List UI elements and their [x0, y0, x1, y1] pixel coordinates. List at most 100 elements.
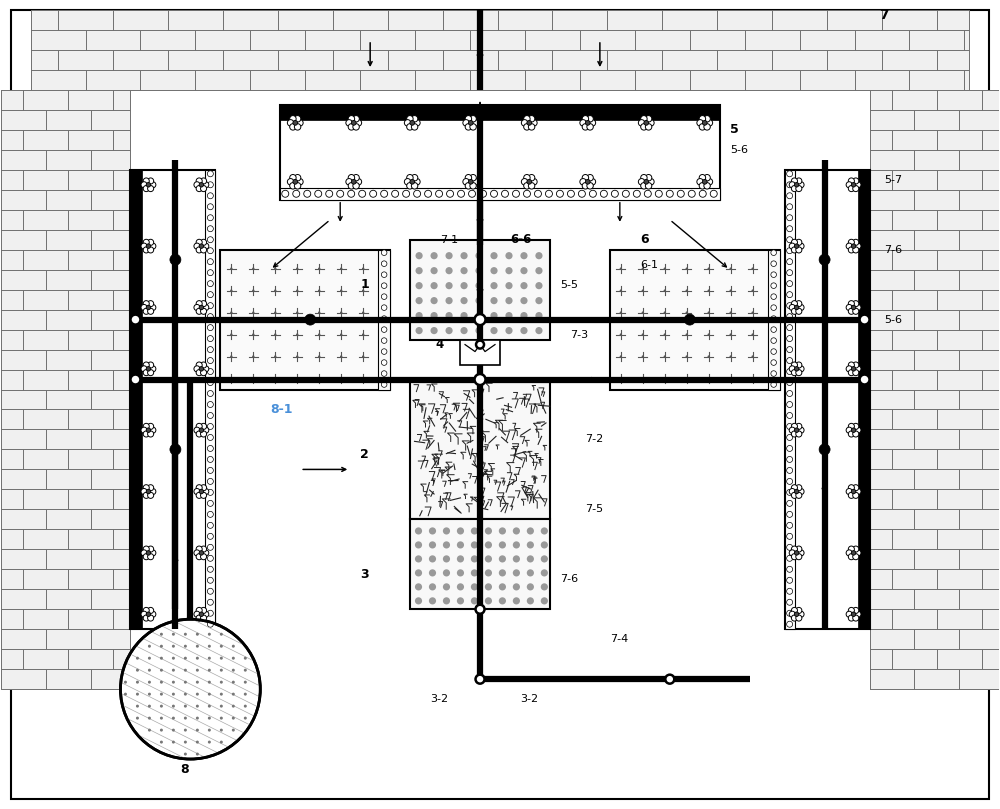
Bar — [1, 570, 23, 589]
Bar — [68, 370, 113, 389]
Bar — [870, 450, 892, 469]
Circle shape — [699, 175, 706, 181]
Bar — [525, 30, 580, 50]
Circle shape — [475, 374, 486, 385]
Bar — [46, 430, 91, 450]
Circle shape — [664, 333, 666, 336]
Circle shape — [172, 729, 175, 731]
Circle shape — [848, 370, 854, 375]
Circle shape — [143, 239, 149, 245]
Circle shape — [644, 190, 651, 197]
Circle shape — [220, 669, 223, 671]
Circle shape — [853, 178, 859, 184]
Circle shape — [146, 489, 151, 493]
Bar — [1, 370, 23, 389]
Circle shape — [230, 311, 233, 314]
Circle shape — [463, 120, 469, 126]
Circle shape — [148, 423, 154, 430]
Circle shape — [787, 610, 793, 616]
Circle shape — [528, 116, 535, 122]
Circle shape — [381, 382, 387, 388]
Circle shape — [796, 431, 802, 437]
Circle shape — [853, 546, 859, 552]
Circle shape — [416, 282, 423, 290]
Circle shape — [318, 377, 320, 379]
Bar — [280, 188, 720, 200]
Circle shape — [184, 669, 187, 671]
Circle shape — [791, 608, 797, 613]
Circle shape — [789, 612, 795, 617]
Circle shape — [600, 190, 607, 197]
Bar — [772, 50, 827, 70]
Circle shape — [348, 124, 355, 130]
Circle shape — [196, 178, 202, 184]
Circle shape — [846, 182, 852, 188]
Circle shape — [436, 190, 443, 197]
Bar — [23, 329, 68, 349]
Circle shape — [290, 183, 296, 189]
Circle shape — [505, 252, 513, 259]
Circle shape — [143, 178, 149, 184]
Circle shape — [297, 179, 303, 185]
Circle shape — [143, 493, 149, 498]
Bar — [690, 30, 745, 50]
Circle shape — [648, 179, 654, 185]
Circle shape — [232, 680, 235, 684]
Circle shape — [702, 121, 707, 125]
Bar — [982, 450, 999, 469]
Bar — [86, 30, 140, 50]
Bar — [552, 10, 607, 30]
Circle shape — [196, 752, 199, 756]
Circle shape — [416, 327, 423, 334]
Circle shape — [208, 693, 211, 696]
Circle shape — [201, 423, 207, 430]
Circle shape — [230, 377, 233, 379]
Circle shape — [148, 308, 154, 315]
Bar — [278, 10, 333, 30]
Circle shape — [791, 493, 797, 498]
Circle shape — [404, 179, 411, 185]
Bar — [46, 669, 91, 689]
Bar — [31, 30, 86, 50]
Circle shape — [499, 527, 506, 535]
Bar — [1, 150, 46, 170]
Bar — [113, 450, 130, 469]
Circle shape — [207, 610, 213, 616]
Bar — [250, 70, 305, 90]
Circle shape — [201, 239, 207, 245]
Circle shape — [787, 566, 793, 572]
Circle shape — [252, 333, 255, 336]
Bar — [892, 649, 937, 669]
Circle shape — [465, 116, 472, 122]
Circle shape — [471, 597, 478, 604]
Bar — [68, 90, 113, 110]
Circle shape — [274, 355, 276, 358]
Circle shape — [853, 370, 859, 375]
Circle shape — [846, 366, 852, 372]
Bar — [113, 90, 130, 110]
Circle shape — [208, 717, 211, 720]
Circle shape — [798, 304, 804, 311]
Circle shape — [787, 489, 793, 495]
Circle shape — [534, 190, 541, 197]
Bar — [870, 389, 914, 409]
Circle shape — [294, 175, 301, 181]
Bar — [959, 629, 999, 649]
Circle shape — [771, 250, 776, 256]
Bar — [959, 469, 999, 489]
Circle shape — [648, 120, 654, 126]
Bar — [410, 239, 550, 340]
Circle shape — [491, 190, 498, 197]
Bar — [870, 489, 892, 510]
Circle shape — [472, 120, 479, 126]
Circle shape — [207, 489, 213, 495]
Circle shape — [480, 190, 487, 197]
Circle shape — [318, 355, 320, 358]
Circle shape — [141, 489, 147, 494]
Bar — [982, 529, 999, 549]
Circle shape — [485, 527, 492, 535]
Circle shape — [199, 244, 204, 248]
Circle shape — [232, 669, 235, 671]
Circle shape — [282, 190, 289, 197]
Circle shape — [796, 308, 802, 315]
